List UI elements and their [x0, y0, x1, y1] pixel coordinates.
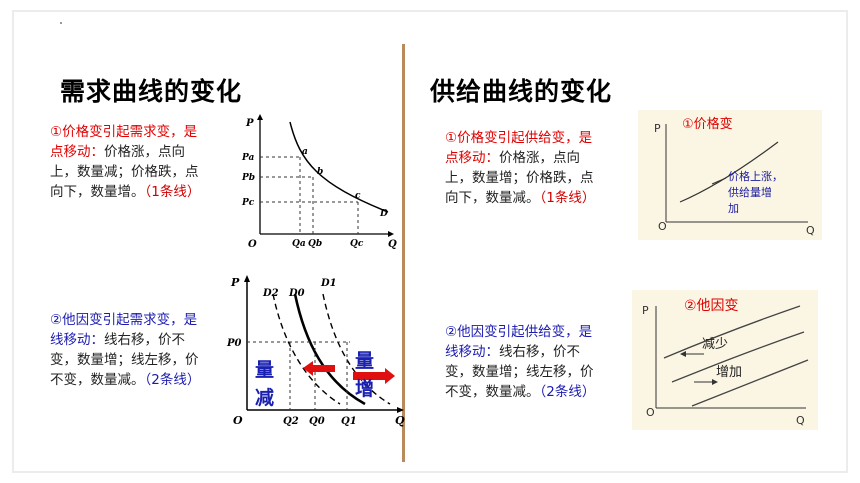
- supply-p1-head: ①价格变引起供给变，是点移动：: [445, 130, 593, 166]
- demand-p1-body: 价格涨，点向上，数量减；价格跌，点向下，数量增。: [50, 144, 199, 200]
- tick-pa: Pa: [241, 153, 255, 163]
- demand-shift-graph: 量 减 量 增 P O Q P0 D2 D0 D1 Q2 Q0 Q1: [226, 275, 405, 427]
- axis-label-q: Q: [395, 414, 405, 427]
- axis-label-q: Q: [796, 414, 805, 427]
- slide-frame: [12, 10, 848, 473]
- supply-curve-middle: [671, 331, 805, 383]
- point-c: c: [355, 191, 361, 201]
- demand-curve-d2: [272, 293, 341, 405]
- tick-pc: Pc: [241, 198, 255, 208]
- axis-label-q: Q: [388, 239, 397, 250]
- increase-label: 增加: [716, 365, 742, 380]
- tick-q2: Q2: [283, 416, 299, 427]
- decrease-label-1: 量: [255, 359, 274, 381]
- demand-curve-d0: [293, 293, 366, 406]
- origin-label: O: [658, 220, 667, 233]
- supply-line-movement-text: ②他因变引起供给变，是线移动：线右移，价不变，数量增；线左移，价不变，数量减。（…: [445, 322, 603, 402]
- tick-qc: Qc: [350, 239, 364, 249]
- demand-title: 需求曲线的变化: [60, 77, 243, 106]
- origin-label: O: [646, 406, 655, 419]
- curve-label-d1: D1: [320, 278, 337, 289]
- note-line-2: 供给量增: [728, 185, 772, 199]
- origin-label: O: [233, 414, 243, 427]
- tick-qa: Qa: [292, 239, 306, 249]
- demand-p1-head: ①价格变引起需求变，是点移动：: [50, 124, 198, 160]
- axis-label-p: P: [654, 122, 661, 135]
- supply-point-movement-text: ①价格变引起供给变，是点移动：价格涨，点向上，数量增；价格跌，点向下，数量减。（…: [445, 128, 603, 208]
- supply-shift-graph: P O Q ②他因变 减少 增加: [642, 298, 809, 427]
- curve-label-d: D: [379, 209, 388, 219]
- supply-curve-right: [691, 359, 809, 407]
- supply-curve-left: [663, 305, 801, 359]
- decrease-label-2: 减: [255, 386, 274, 409]
- curve-label-d0: D0: [288, 288, 305, 299]
- increase-label-2: 增: [355, 377, 374, 400]
- tick-p0: P0: [226, 338, 242, 349]
- demand-p2-head: ②他因变引起需求变，是线移动：: [50, 312, 198, 348]
- supply-p2-body: 线右移，价不变，数量增；线左移，价不变，数量减。: [445, 344, 594, 400]
- demand-point-movement-text: ①价格变引起需求变，是点移动：价格涨，点向上，数量减；价格跌，点向下，数量增。（…: [50, 122, 208, 202]
- left-shift-arrow: [303, 361, 335, 376]
- supply-p1-body: 价格涨，点向上，数量增；价格跌，点向下，数量减。: [445, 150, 594, 206]
- price-change-label: ①价格变: [682, 116, 733, 132]
- origin-label: O: [248, 239, 257, 250]
- note-line-3: 加: [728, 202, 739, 215]
- supply-point-graph-box: P O Q ①价格变 价格上涨， 供给量增 加: [638, 110, 822, 240]
- axis-label-p: P: [230, 276, 240, 289]
- axis-label-p: P: [642, 304, 649, 317]
- tick-qb: Qb: [308, 239, 322, 249]
- curve-label-d2: D2: [262, 288, 279, 299]
- axis-label-q: Q: [806, 224, 815, 237]
- demand-curve: [289, 121, 389, 213]
- decorative-dot: [60, 22, 62, 24]
- demand-point-graph: P O Q Pa Pb Pc Qa Qb Qc a b c D: [241, 114, 397, 250]
- supply-point-graph: P O Q ①价格变 价格上涨， 供给量增 加: [654, 116, 815, 237]
- demand-p1-tail: （1条线）: [144, 184, 201, 200]
- supply-title: 供给曲线的变化: [430, 77, 613, 106]
- vertical-divider: [402, 44, 405, 462]
- supply-p2-tail: （2条线）: [539, 384, 596, 400]
- supply-p2-head: ②他因变引起供给变，是线移动：: [445, 324, 593, 360]
- demand-p2-body: 线右移，价不变，数量增；线左移，价不变，数量减。: [50, 332, 199, 388]
- other-factor-label: ②他因变: [684, 298, 739, 314]
- point-a: a: [302, 147, 308, 157]
- tick-pb: Pb: [241, 173, 255, 183]
- supply-shift-graph-box: P O Q ②他因变 减少 增加: [632, 290, 818, 430]
- demand-line-movement-text: ②他因变引起需求变，是线移动：线右移，价不变，数量增；线左移，价不变，数量减。（…: [50, 310, 208, 390]
- increase-label-1: 量: [355, 350, 374, 372]
- point-b: b: [317, 167, 323, 177]
- note-line-1: 价格上涨，: [728, 169, 783, 183]
- right-shift-arrow: [353, 368, 395, 384]
- tick-q0: Q0: [309, 416, 325, 427]
- demand-p2-tail: （2条线）: [144, 372, 201, 388]
- decrease-label: 减少: [702, 337, 728, 352]
- supply-p1-tail: （1条线）: [539, 190, 596, 206]
- tick-q1: Q1: [341, 416, 357, 427]
- axis-label-p: P: [245, 118, 254, 129]
